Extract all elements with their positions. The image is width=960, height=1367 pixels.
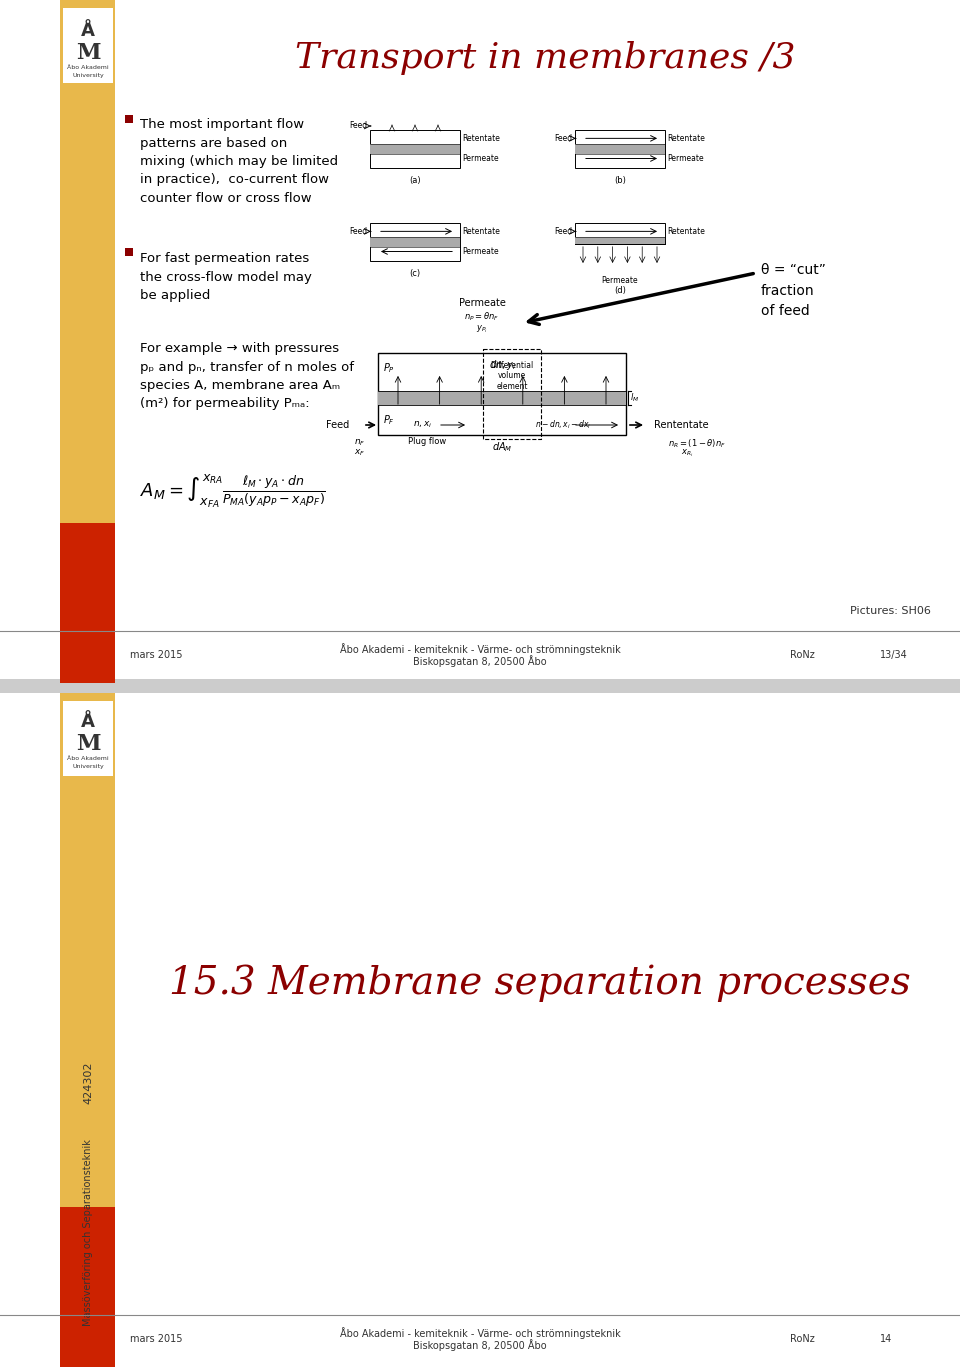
Text: $P_F$: $P_F$	[383, 413, 395, 427]
Text: (d): (d)	[614, 286, 626, 295]
Bar	[0, 679, 960, 693]
Text: RoNz: RoNz	[790, 1334, 815, 1344]
Bar	[370, 223, 460, 261]
Text: θ = “cut”
fraction
of feed: θ = “cut” fraction of feed	[761, 262, 826, 319]
Bar	[575, 238, 665, 243]
Text: $n-dn, x_i-dx_i$: $n-dn, x_i-dx_i$	[535, 418, 591, 431]
Text: Åbo Akademi - kemiteknik - Värme- och strömningsteknik: Åbo Akademi - kemiteknik - Värme- och st…	[340, 1327, 620, 1338]
Text: $dA_M$: $dA_M$	[492, 440, 513, 454]
Text: $P_P$: $P_P$	[383, 361, 395, 375]
Text: Permeate: Permeate	[462, 247, 498, 256]
Text: $n_R = (1-\theta)n_F$: $n_R = (1-\theta)n_F$	[668, 437, 726, 450]
Bar	[63, 701, 113, 776]
Text: Åbo Akademi - kemiteknik - Värme- och strömningsteknik: Åbo Akademi - kemiteknik - Värme- och st…	[340, 642, 620, 655]
Text: Feed: Feed	[554, 134, 572, 144]
Text: For fast permeation rates
the cross-flow model may
be applied: For fast permeation rates the cross-flow…	[140, 252, 312, 302]
Bar	[0, 0, 960, 684]
Text: $n_F$: $n_F$	[354, 437, 366, 447]
Text: Å: Å	[81, 714, 95, 731]
Text: Biskopsgatan 8, 20500 Åbo: Biskopsgatan 8, 20500 Åbo	[413, 655, 547, 667]
Bar	[125, 247, 133, 256]
Text: Transport in membranes /3: Transport in membranes /3	[295, 41, 795, 75]
Bar	[125, 115, 133, 123]
Text: element: element	[496, 383, 528, 391]
Bar	[60, 524, 115, 684]
Text: Å: Å	[81, 22, 95, 40]
Text: mars 2015: mars 2015	[130, 649, 182, 660]
Bar	[370, 238, 460, 246]
Text: Permeate: Permeate	[462, 154, 498, 163]
Text: (a): (a)	[409, 176, 420, 185]
Text: M: M	[76, 42, 100, 64]
Text: $A_M = \int_{x_{FA}}^{x_{RA}} \frac{\ell_M \cdot y_A \cdot dn}{P_{MA}(y_A p_P - : $A_M = \int_{x_{FA}}^{x_{RA}} \frac{\ell…	[140, 473, 326, 510]
Bar	[63, 8, 113, 83]
Bar	[60, 693, 115, 1367]
Text: Pictures: SH06: Pictures: SH06	[850, 606, 931, 617]
Text: $dn, y_i$: $dn, y_i$	[489, 358, 516, 372]
Text: (b): (b)	[614, 176, 626, 185]
Text: Retentate: Retentate	[462, 227, 500, 236]
Bar	[0, 684, 960, 1367]
Text: Retentate: Retentate	[462, 134, 500, 144]
Text: University: University	[72, 72, 104, 78]
Bar	[378, 353, 626, 435]
Text: $x_{R_i}$: $x_{R_i}$	[681, 447, 693, 458]
Text: University: University	[72, 764, 104, 770]
Text: The most important flow
patterns are based on
mixing (which may be limited
in pr: The most important flow patterns are bas…	[140, 118, 338, 205]
Text: volume: volume	[498, 372, 526, 380]
Bar	[483, 349, 541, 439]
Bar	[575, 145, 665, 153]
Bar	[370, 130, 460, 168]
Text: Feed: Feed	[348, 227, 367, 236]
Text: Plug flow: Plug flow	[408, 437, 446, 446]
Text: For example → with pressures
pₚ and pₙ, transfer of n moles of
species A, membra: For example → with pressures pₚ and pₙ, …	[140, 342, 354, 410]
Text: $x_F$: $x_F$	[354, 447, 366, 458]
Bar	[60, 1207, 115, 1367]
Text: Åbo Akademi: Åbo Akademi	[67, 66, 108, 70]
Text: Permeate: Permeate	[602, 276, 638, 284]
Text: Feed: Feed	[554, 227, 572, 236]
Text: Differential: Differential	[491, 361, 534, 370]
Bar	[575, 223, 665, 243]
Text: Rententate: Rententate	[654, 420, 708, 431]
Text: 13/34: 13/34	[880, 649, 908, 660]
Text: 14: 14	[880, 1334, 892, 1344]
Text: $n, x_i$: $n, x_i$	[414, 420, 433, 431]
Text: 424302: 424302	[83, 1062, 93, 1105]
Bar	[60, 0, 115, 684]
Text: Permeate: Permeate	[459, 298, 505, 308]
Text: $n_P = \theta n_F$: $n_P = \theta n_F$	[465, 310, 499, 323]
Bar	[370, 145, 460, 153]
Text: mars 2015: mars 2015	[130, 1334, 182, 1344]
Text: Permeate: Permeate	[667, 154, 704, 163]
Text: $y_{P_i}$: $y_{P_i}$	[476, 324, 488, 335]
Text: Feed: Feed	[326, 420, 349, 431]
Text: Feed: Feed	[348, 122, 367, 130]
Bar	[575, 130, 665, 168]
Text: Retentate: Retentate	[667, 134, 705, 144]
Text: 15.3 Membrane separation processes: 15.3 Membrane separation processes	[169, 964, 911, 1002]
Bar	[378, 391, 626, 405]
Text: M: M	[76, 733, 100, 755]
Text: RoNz: RoNz	[790, 649, 815, 660]
Text: $l_M$: $l_M$	[630, 392, 639, 405]
Text: Massöverföring och Separationsteknik: Massöverföring och Separationsteknik	[83, 1140, 93, 1326]
Text: Retentate: Retentate	[667, 227, 705, 236]
Text: Biskopsgatan 8, 20500 Åbo: Biskopsgatan 8, 20500 Åbo	[413, 1340, 547, 1351]
Text: (c): (c)	[409, 269, 420, 278]
Text: Åbo Akademi: Åbo Akademi	[67, 756, 108, 761]
